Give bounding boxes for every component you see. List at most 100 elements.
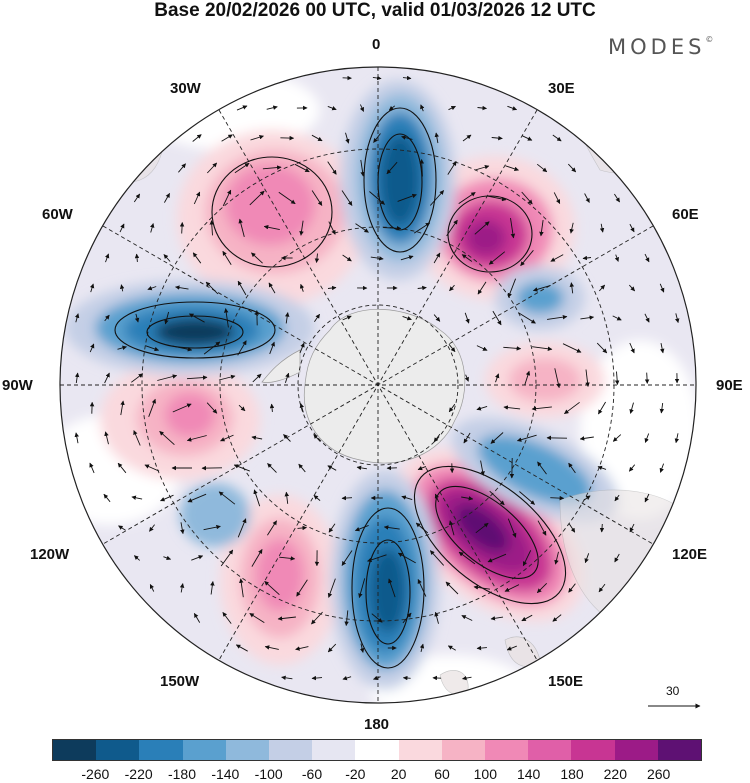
wind-vector <box>327 161 337 175</box>
wind-vector <box>582 255 592 261</box>
wind-vector <box>585 369 590 387</box>
contour-line <box>114 301 276 359</box>
wind-vector <box>547 314 568 320</box>
wind-vector <box>464 374 469 382</box>
wind-vector <box>388 578 396 598</box>
wind-vector <box>612 315 622 321</box>
wind-vector <box>179 583 185 593</box>
lon-label-90w: 90W <box>2 377 33 394</box>
wind-vector <box>473 585 491 590</box>
wind-vector <box>191 555 204 561</box>
contour-line <box>435 485 539 579</box>
wind-vector <box>277 616 296 621</box>
contour-line <box>146 315 244 349</box>
wind-vector <box>237 518 247 538</box>
wind-vector <box>644 313 650 323</box>
wind-vector <box>659 283 665 293</box>
wind-vector <box>580 315 595 320</box>
wind-vector <box>203 341 221 355</box>
wind-vector <box>537 461 547 475</box>
wind-vector <box>553 192 561 205</box>
wind-vector <box>477 281 487 295</box>
wind-vector <box>150 223 155 233</box>
wind-vector <box>234 162 250 174</box>
wind-vector <box>119 223 125 233</box>
wind-vector <box>104 253 110 263</box>
map-disc <box>60 67 696 703</box>
colorbar-segment <box>355 740 399 760</box>
wind-vector <box>413 222 431 234</box>
wind-vector <box>238 218 245 238</box>
colorbar <box>52 739 702 761</box>
wind-vector <box>475 522 489 534</box>
wind-vector <box>311 611 323 625</box>
wind-vector <box>550 495 565 501</box>
wind-vector <box>448 403 456 413</box>
wind-vector <box>445 581 459 595</box>
wind-vector <box>264 580 280 596</box>
wind-vector <box>433 433 441 443</box>
wind-vector <box>568 462 576 474</box>
colorbar-tick-label: -180 <box>167 766 197 782</box>
wind-vector <box>144 464 160 472</box>
wind-vector <box>311 675 323 681</box>
wind-vector <box>505 165 519 172</box>
wind-vector <box>628 464 636 472</box>
wind-vector <box>629 402 634 414</box>
wind-vector <box>367 554 387 563</box>
wind-vector <box>269 403 275 412</box>
wind-vector <box>503 346 522 351</box>
wind-vector <box>510 218 516 239</box>
lon-label-120e: 120E <box>672 546 708 563</box>
wind-vector <box>474 221 490 235</box>
wind-vector <box>342 315 352 321</box>
wind-vector <box>179 222 185 234</box>
wind-vector <box>221 134 233 142</box>
positive-anomaly <box>455 504 509 553</box>
wind-vector <box>131 495 143 500</box>
wind-vector <box>279 556 296 561</box>
positive-anomaly <box>509 358 581 402</box>
wind-vector <box>295 646 309 651</box>
colorbar-segment <box>441 740 486 760</box>
wind-vector <box>299 403 305 413</box>
wind-vector <box>487 553 507 563</box>
wind-vector <box>644 433 650 443</box>
wind-vector <box>614 494 620 502</box>
wind-vector <box>552 134 562 142</box>
wind-vector <box>504 584 520 592</box>
wind-vector <box>447 645 456 651</box>
negative-anomaly <box>477 434 593 506</box>
wind-vector <box>283 434 291 442</box>
wind-vector <box>519 491 535 505</box>
wind-vector <box>74 372 80 384</box>
colorbar-segment <box>528 740 572 760</box>
wind-vector <box>402 315 412 321</box>
wind-vector <box>278 191 296 205</box>
wind-vector <box>516 434 537 442</box>
wind-vector <box>614 371 620 385</box>
colorbar-tick-label: 220 <box>603 766 628 782</box>
wind-vector <box>178 163 186 173</box>
wind-vector <box>311 134 323 142</box>
wind-vector <box>388 105 396 111</box>
wind-vector <box>118 525 126 531</box>
wind-vector <box>148 398 156 417</box>
wind-vector <box>629 223 635 233</box>
wind-vector <box>536 582 548 594</box>
reference-vector-label: 30 <box>666 684 680 698</box>
wind-vector <box>104 314 110 322</box>
lon-label-30e: 30E <box>548 80 575 97</box>
wind-vector <box>402 675 411 681</box>
wind-vector <box>448 344 456 353</box>
wind-vector <box>402 75 412 81</box>
wind-vector <box>180 522 185 535</box>
colorbar-tick-label: 60 <box>434 766 450 782</box>
wind-vector <box>262 165 282 170</box>
negative-anomaly <box>155 318 235 346</box>
wind-vector <box>327 285 337 291</box>
contour-line <box>413 465 567 605</box>
wind-vector <box>328 523 336 533</box>
colorbar-segment <box>485 740 529 760</box>
colorbar-tick-label: 260 <box>646 766 671 782</box>
